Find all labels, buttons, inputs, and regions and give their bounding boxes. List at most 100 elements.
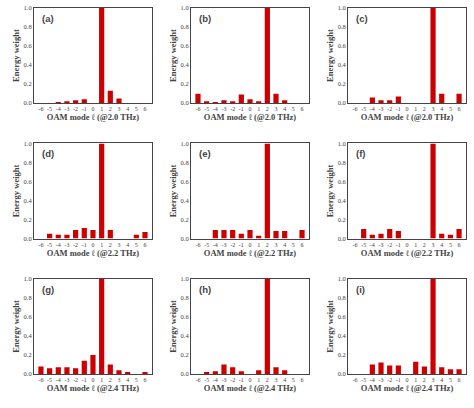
svg-text:Energy weight: Energy weight (11, 29, 21, 82)
svg-text:-3: -3 (64, 242, 69, 248)
svg-text:4: 4 (283, 377, 286, 383)
svg-text:0.0: 0.0 (338, 235, 346, 242)
svg-text:-4: -4 (370, 242, 375, 248)
svg-text:2: 2 (266, 106, 269, 112)
svg-text:0.2: 0.2 (181, 216, 189, 223)
svg-text:3: 3 (432, 106, 435, 112)
svg-text:OAM mode ℓ (@2.0 THz): OAM mode ℓ (@2.0 THz) (47, 112, 140, 122)
svg-text:2: 2 (423, 242, 426, 248)
svg-text:-1: -1 (239, 242, 244, 248)
svg-text:-4: -4 (56, 106, 61, 112)
svg-text:-3: -3 (64, 377, 69, 383)
svg-text:-1: -1 (82, 377, 87, 383)
svg-text:0.0: 0.0 (24, 99, 32, 106)
svg-text:0.6: 0.6 (181, 42, 190, 49)
svg-text:5: 5 (449, 242, 452, 248)
svg-text:1.0: 1.0 (24, 275, 32, 282)
svg-text:2: 2 (109, 377, 112, 383)
svg-text:0: 0 (249, 242, 252, 248)
svg-text:OAM mode ℓ (@2.4 THz): OAM mode ℓ (@2.4 THz) (204, 383, 297, 393)
svg-text:5: 5 (135, 242, 138, 248)
svg-text:1.0: 1.0 (338, 275, 346, 282)
svg-text:-5: -5 (361, 106, 366, 112)
svg-text:-1: -1 (396, 377, 401, 383)
svg-text:(g): (g) (42, 284, 54, 295)
svg-text:4: 4 (283, 242, 286, 248)
svg-text:0.2: 0.2 (181, 351, 189, 358)
svg-text:2: 2 (423, 106, 426, 112)
svg-text:0.2: 0.2 (338, 351, 346, 358)
svg-text:0.6: 0.6 (338, 178, 347, 185)
svg-text:0.8: 0.8 (181, 294, 189, 301)
svg-text:-2: -2 (230, 106, 235, 112)
svg-text:-3: -3 (221, 242, 226, 248)
svg-text:-5: -5 (361, 377, 366, 383)
svg-text:0.0: 0.0 (24, 235, 32, 242)
svg-text:-1: -1 (396, 242, 401, 248)
svg-text:1.0: 1.0 (338, 140, 346, 147)
svg-text:-5: -5 (47, 242, 52, 248)
svg-text:(e): (e) (199, 148, 211, 159)
svg-text:1: 1 (100, 242, 103, 248)
svg-text:0.4: 0.4 (181, 197, 190, 204)
svg-text:2: 2 (266, 377, 269, 383)
svg-text:3: 3 (275, 242, 278, 248)
svg-text:0.4: 0.4 (338, 61, 347, 68)
svg-text:-4: -4 (370, 377, 375, 383)
svg-text:0.0: 0.0 (338, 370, 346, 377)
svg-text:0: 0 (249, 106, 252, 112)
svg-text:0.8: 0.8 (24, 294, 32, 301)
svg-text:1: 1 (100, 106, 103, 112)
svg-text:OAM mode ℓ (@2.2 THz): OAM mode ℓ (@2.2 THz) (361, 248, 454, 258)
svg-text:0.4: 0.4 (338, 332, 347, 339)
svg-text:-2: -2 (73, 106, 78, 112)
svg-text:-3: -3 (379, 106, 384, 112)
svg-text:1: 1 (257, 242, 260, 248)
svg-text:0.2: 0.2 (338, 80, 346, 87)
svg-text:0.2: 0.2 (181, 80, 189, 87)
svg-text:6: 6 (144, 377, 147, 383)
svg-text:(a): (a) (42, 13, 54, 24)
svg-text:3: 3 (117, 106, 120, 112)
svg-text:-4: -4 (213, 242, 218, 248)
svg-text:(i): (i) (356, 284, 365, 295)
svg-text:5: 5 (292, 106, 295, 112)
svg-text:0.0: 0.0 (181, 99, 189, 106)
svg-text:(f): (f) (356, 148, 366, 159)
svg-text:6: 6 (301, 377, 304, 383)
svg-text:6: 6 (301, 242, 304, 248)
svg-text:-4: -4 (213, 106, 218, 112)
svg-text:(c): (c) (356, 13, 368, 24)
svg-text:0: 0 (406, 242, 409, 248)
svg-text:Energy weight: Energy weight (325, 300, 335, 353)
svg-text:-5: -5 (204, 242, 209, 248)
svg-text:-3: -3 (221, 377, 226, 383)
svg-text:-6: -6 (38, 377, 43, 383)
svg-text:0: 0 (91, 242, 94, 248)
svg-text:5: 5 (135, 377, 138, 383)
svg-text:Energy weight: Energy weight (168, 29, 178, 82)
svg-text:3: 3 (117, 377, 120, 383)
svg-text:6: 6 (301, 106, 304, 112)
svg-text:0: 0 (91, 377, 94, 383)
svg-text:4: 4 (440, 377, 443, 383)
svg-text:0.4: 0.4 (181, 61, 190, 68)
svg-text:0.0: 0.0 (181, 370, 189, 377)
svg-text:1.0: 1.0 (24, 4, 32, 11)
svg-text:-6: -6 (195, 377, 200, 383)
svg-text:0.8: 0.8 (181, 23, 189, 30)
svg-text:2: 2 (423, 377, 426, 383)
svg-text:Energy weight: Energy weight (325, 29, 335, 82)
svg-text:4: 4 (126, 242, 129, 248)
svg-text:0.2: 0.2 (24, 216, 32, 223)
svg-text:3: 3 (275, 106, 278, 112)
svg-text:0.4: 0.4 (338, 197, 347, 204)
svg-text:1: 1 (257, 377, 260, 383)
svg-text:0: 0 (406, 377, 409, 383)
svg-text:-1: -1 (82, 242, 87, 248)
svg-text:Energy weight: Energy weight (11, 300, 21, 353)
svg-text:4: 4 (440, 106, 443, 112)
svg-text:0: 0 (249, 377, 252, 383)
svg-text:0.8: 0.8 (181, 159, 189, 166)
svg-text:OAM mode ℓ (@2.0 THz): OAM mode ℓ (@2.0 THz) (361, 112, 454, 122)
